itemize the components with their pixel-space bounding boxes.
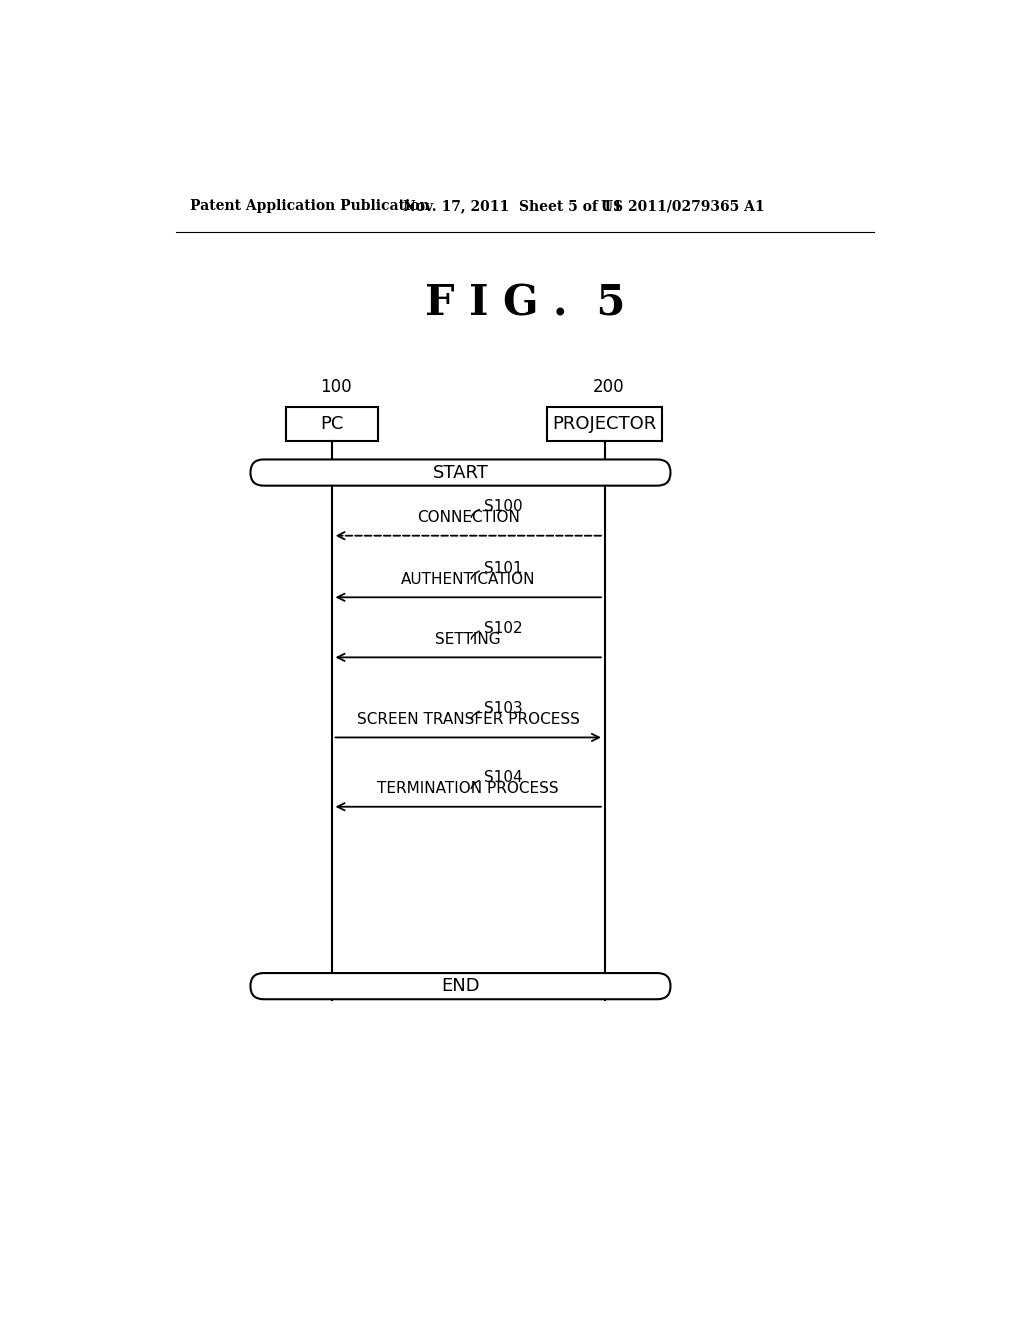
Text: S100: S100 (483, 499, 522, 513)
Text: 200: 200 (593, 378, 625, 396)
Text: END: END (441, 977, 480, 995)
Text: S103: S103 (483, 701, 522, 715)
FancyBboxPatch shape (547, 407, 662, 441)
Text: SCREEN TRANSFER PROCESS: SCREEN TRANSFER PROCESS (356, 711, 580, 726)
Text: S102: S102 (483, 620, 522, 636)
Text: US 2011/0279365 A1: US 2011/0279365 A1 (601, 199, 764, 213)
Text: S104: S104 (483, 770, 522, 785)
FancyBboxPatch shape (251, 459, 671, 486)
Text: F I G .  5: F I G . 5 (425, 282, 625, 325)
Text: Nov. 17, 2011  Sheet 5 of 11: Nov. 17, 2011 Sheet 5 of 11 (403, 199, 623, 213)
FancyBboxPatch shape (286, 407, 378, 441)
FancyBboxPatch shape (251, 973, 671, 999)
Text: TERMINATION PROCESS: TERMINATION PROCESS (378, 781, 559, 796)
Text: S101: S101 (483, 561, 522, 576)
Text: 100: 100 (319, 378, 351, 396)
Text: SETTING: SETTING (435, 631, 501, 647)
Text: PROJECTOR: PROJECTOR (553, 414, 656, 433)
Text: START: START (432, 463, 488, 482)
Text: Patent Application Publication: Patent Application Publication (190, 199, 430, 213)
Text: CONNECTION: CONNECTION (417, 510, 519, 525)
Text: PC: PC (321, 414, 343, 433)
Text: AUTHENTICATION: AUTHENTICATION (401, 572, 536, 586)
